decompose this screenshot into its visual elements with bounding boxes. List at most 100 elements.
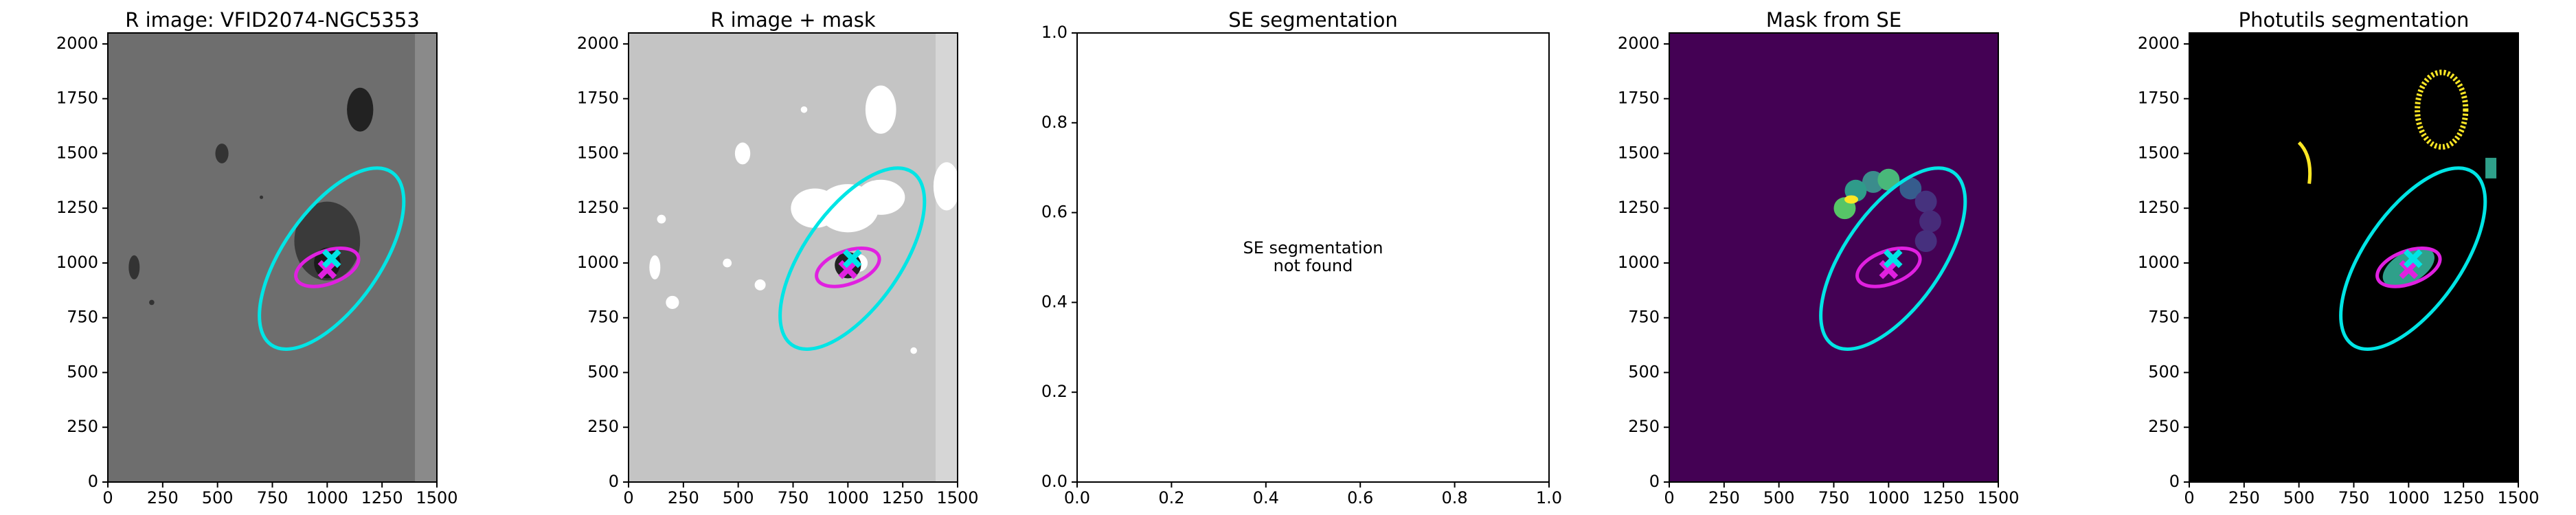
x-tick-label: 0 (2184, 488, 2194, 507)
y-tick-label: 0 (1649, 472, 1660, 491)
x-tick-label: 0.0 (1064, 488, 1090, 507)
mask-blob (857, 179, 905, 215)
mask-blob (865, 85, 896, 134)
galaxy (294, 201, 361, 281)
y-tick-label: 2000 (2138, 34, 2180, 53)
mask-blob (657, 214, 666, 224)
mask-blob (723, 258, 732, 268)
galaxy (215, 144, 229, 163)
y-tick-label: 1000 (577, 253, 619, 272)
aperture-ellipse (1819, 166, 1967, 351)
y-tick-label: 1750 (1618, 89, 1660, 108)
galaxy (347, 87, 374, 132)
panel: Mask from SE 0 250 500 750 1000 1250 1500 0 250 50… (1618, 8, 2020, 507)
x-tick-label: 500 (723, 488, 754, 507)
y-tick-label: 1750 (577, 89, 619, 108)
x-tick-label: 0.4 (1253, 488, 1279, 507)
y-tick-label: 500 (2148, 362, 2180, 381)
y-tick-label: 0.0 (1041, 472, 1067, 491)
y-tick-label: 250 (67, 417, 98, 436)
x-tick-label: 1250 (1923, 488, 1965, 507)
y-tick-label: 0.6 (1041, 203, 1067, 222)
x-tick-label: 0.6 (1347, 488, 1373, 507)
mask-blob (1919, 210, 1941, 233)
panel: R image + mask 0 250 500 750 1000 1250 1500 0 250… (577, 8, 979, 507)
y-tick-label: 1250 (1618, 198, 1660, 217)
y-tick-label: 1000 (2138, 253, 2180, 272)
image (629, 33, 958, 482)
panel-title: Photutils segmentation (2239, 8, 2470, 32)
y-tick-label: 1000 (56, 253, 98, 272)
image (1669, 33, 1998, 482)
y-tick-label: 1500 (56, 143, 98, 162)
y-tick-label: 1250 (2138, 198, 2180, 217)
y-tick-label: 500 (587, 362, 619, 381)
x-tick-label: 1500 (2497, 488, 2539, 507)
image-strip (415, 33, 437, 482)
y-tick-label: 1500 (577, 143, 619, 162)
aperture-ellipse (778, 166, 927, 351)
message: SE segmentation not found (1243, 238, 1383, 275)
x-tick-label: 1000 (306, 488, 348, 507)
mask-blob (734, 142, 751, 165)
y-tick-label: 250 (1628, 417, 1660, 436)
x-tick-label: 1.0 (1536, 488, 1562, 507)
y-tick-label: 0 (2169, 472, 2180, 491)
panel-title: SE segmentation (1228, 8, 1397, 32)
mask-blob (1899, 177, 1922, 200)
mask-blob (910, 347, 917, 354)
y-tick-label: 750 (1628, 308, 1660, 327)
x-tick-label: 1500 (936, 488, 978, 507)
panel-title: Mask from SE (1766, 8, 1901, 32)
panel: R image: VFID2074-NGC5353 0 250 500 750 1000 1… (56, 8, 458, 507)
image (1077, 33, 1549, 482)
y-tick-label: 500 (67, 362, 98, 381)
panel: SE segmentation not found SE segmentation 0… (1041, 8, 1562, 507)
aperture-ellipse (2375, 247, 2442, 288)
image-content (128, 33, 437, 482)
center-marker (2403, 249, 2423, 268)
center-marker (842, 249, 862, 268)
panel-title: R image: VFID2074-NGC5353 (125, 8, 420, 32)
x-tick-label: 750 (2338, 488, 2370, 507)
mask-blob (800, 106, 808, 113)
galaxy (128, 255, 140, 279)
x-tick-label: 0.2 (1158, 488, 1184, 507)
y-tick-label: 2000 (1618, 34, 1660, 53)
x-tick-label: 1250 (882, 488, 924, 507)
x-tick-label: 1500 (1977, 488, 2019, 507)
y-tick-label: 0.4 (1041, 292, 1067, 311)
panel-title: R image + mask (710, 8, 876, 32)
galaxy (259, 195, 264, 199)
y-tick-label: 2000 (56, 34, 98, 53)
y-tick-label: 0 (88, 472, 98, 491)
x-tick-label: 0 (1664, 488, 1674, 507)
x-tick-label: 250 (2228, 488, 2260, 507)
x-tick-label: 500 (2283, 488, 2315, 507)
x-tick-label: 1500 (416, 488, 457, 507)
mask-blob (1844, 195, 1859, 204)
segment (2297, 141, 2312, 184)
y-tick-label: 250 (587, 417, 619, 436)
y-tick-label: 1500 (2138, 143, 2180, 162)
image (2189, 33, 2518, 482)
x-tick-label: 750 (1818, 488, 1850, 507)
panel: Photutils segmentation 0 250 500 750 1000 1250… (2138, 8, 2540, 507)
y-tick-label: 0 (609, 472, 619, 491)
x-tick-label: 250 (147, 488, 179, 507)
image-strip (936, 33, 958, 482)
y-tick-label: 0.8 (1041, 113, 1067, 132)
image (108, 33, 437, 482)
galaxy (149, 299, 155, 306)
center-marker (1883, 249, 1903, 268)
x-tick-label: 0 (623, 488, 633, 507)
x-tick-label: 500 (202, 488, 234, 507)
x-tick-label: 1000 (827, 488, 869, 507)
x-tick-label: 750 (257, 488, 289, 507)
mask-blob (1914, 190, 1937, 213)
x-tick-label: 1250 (361, 488, 403, 507)
aperture-ellipse (258, 166, 406, 351)
aperture-ellipse (1855, 247, 1922, 288)
message-line: not found (1274, 256, 1353, 275)
